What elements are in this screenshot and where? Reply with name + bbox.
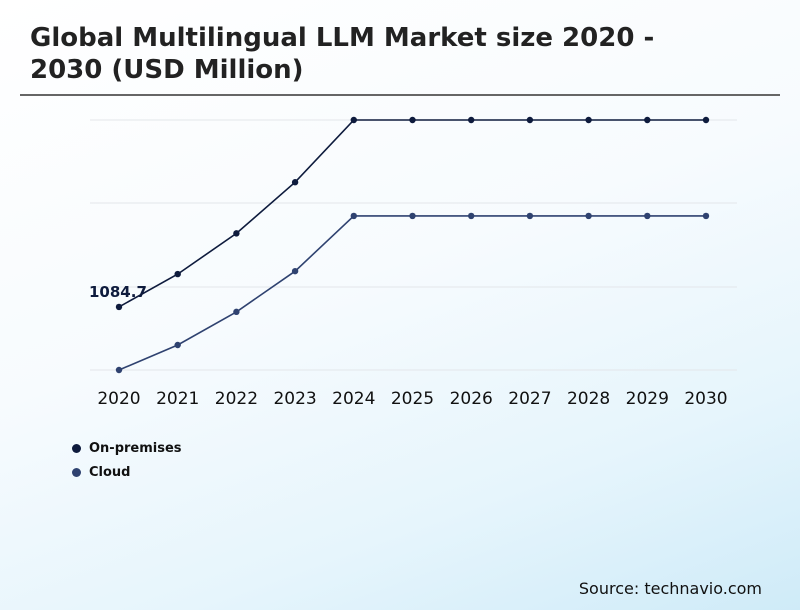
data-point <box>702 116 710 124</box>
legend-label-on-premises: On-premises <box>89 440 182 456</box>
x-tick-label: 2024 <box>332 389 375 409</box>
x-tick-label: 2028 <box>567 389 610 409</box>
data-point <box>585 116 592 124</box>
legend-swatch-on-premises <box>72 443 81 453</box>
data-point <box>409 116 416 124</box>
data-point <box>468 212 475 220</box>
line-chart: 2020 2021 2022 2023 2024 2025 2026 2027 2028 2029… <box>89 116 737 409</box>
data-point <box>468 116 475 124</box>
legend-item-cloud[interactable]: Cloud <box>72 460 182 484</box>
data-point <box>526 116 534 124</box>
legend-swatch-cloud <box>72 467 81 477</box>
data-point <box>291 267 299 275</box>
data-point <box>115 303 123 311</box>
data-point <box>585 212 592 220</box>
data-point <box>233 308 240 316</box>
series-line-cloud <box>118 215 706 371</box>
x-tick-label: 2027 <box>508 389 551 409</box>
x-tick-label: 2023 <box>273 389 316 409</box>
legend: On-premises Cloud <box>72 436 182 484</box>
chart-title: Global Multilingual LLM Market size 2020… <box>30 23 655 85</box>
legend-label-cloud: Cloud <box>89 464 131 480</box>
data-point <box>233 230 240 237</box>
data-point <box>526 212 534 220</box>
data-point <box>291 179 299 186</box>
x-tick-label: 2020 <box>97 389 140 409</box>
data-point <box>409 212 416 220</box>
data-point <box>702 212 710 220</box>
source-note: Source: technavio.com <box>578 579 762 598</box>
x-tick-label: 2025 <box>391 389 434 409</box>
x-tick-label: 2022 <box>215 389 258 409</box>
data-point <box>174 270 181 278</box>
data-point <box>174 341 181 349</box>
data-point <box>644 116 651 124</box>
x-tick-label: 2021 <box>156 389 199 409</box>
data-point <box>115 366 123 374</box>
x-tick-label: 2026 <box>450 389 493 409</box>
data-point <box>644 212 651 220</box>
title-divider <box>20 94 780 96</box>
legend-item-on-premises[interactable]: On-premises <box>72 436 182 460</box>
data-label: 1084.7 <box>89 283 147 301</box>
data-point <box>350 212 357 220</box>
data-point <box>350 116 357 124</box>
x-tick-label: 2030 <box>684 389 727 409</box>
x-tick-label: 2029 <box>626 389 669 409</box>
